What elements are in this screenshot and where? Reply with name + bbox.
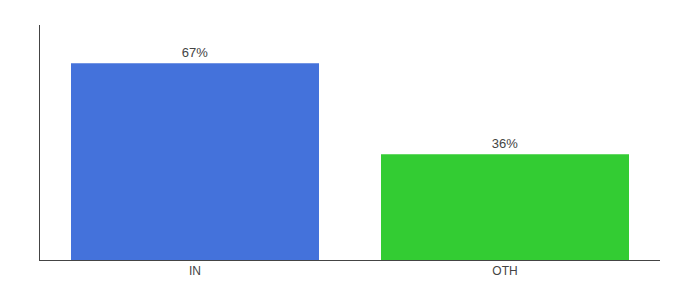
svg-text:OTH: OTH [492, 264, 517, 278]
svg-text:IN: IN [189, 264, 201, 278]
svg-text:36%: 36% [492, 136, 518, 151]
svg-text:67%: 67% [182, 45, 208, 60]
